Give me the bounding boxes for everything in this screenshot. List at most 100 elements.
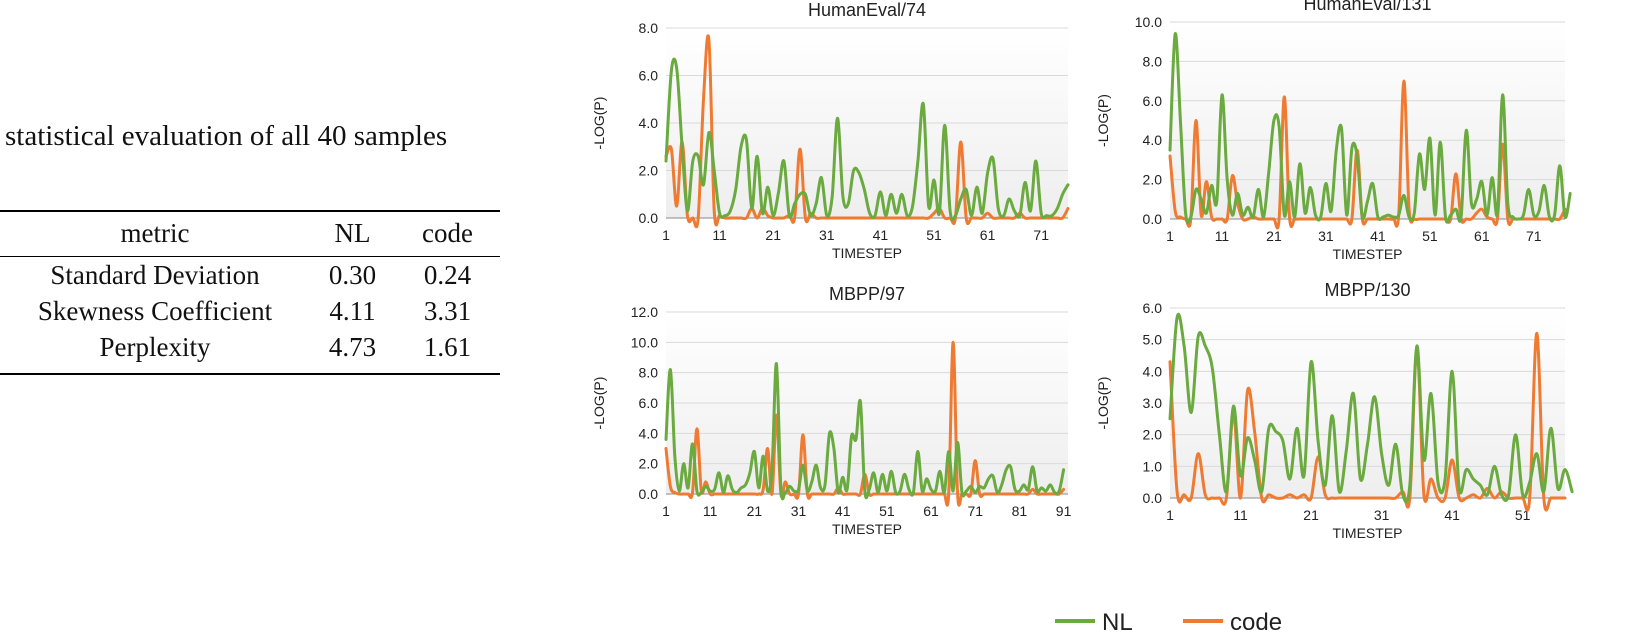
legend: NL code <box>1055 609 1282 633</box>
series-line-nl <box>1168 313 1574 504</box>
x-tick-label: 11 <box>703 503 718 519</box>
x-tick-label: 51 <box>1422 228 1438 244</box>
chart-panel: 0.02.04.06.08.01 11 21 31 41 51 61 71TIMESTEP-L… <box>591 0 1070 261</box>
x-tick-label: 31 <box>1374 507 1390 523</box>
cell-nl: 4.11 <box>329 296 376 326</box>
y-tick-label: 3.0 <box>1143 395 1163 411</box>
y-tick-label: 0.0 <box>1143 490 1163 506</box>
chart-title: MBPP/130 <box>1324 280 1410 300</box>
x-tick-label: 21 <box>1303 507 1319 523</box>
y-tick-label: 4.0 <box>639 115 659 131</box>
series-line-nl <box>664 362 1066 501</box>
x-tick-label: 51 <box>926 227 942 243</box>
cell-code: 3.31 <box>423 296 472 326</box>
y-tick-label: 4.0 <box>1143 363 1163 379</box>
x-tick-label: 71 <box>1033 227 1049 243</box>
chart-panel: 0.01.02.03.04.05.06.01 11 21 31 41 51TIMESTEP… <box>1095 280 1574 541</box>
y-tick-label: 5.0 <box>1143 332 1163 348</box>
x-tick-label: 61 <box>923 503 939 519</box>
table-header-row: metric NL code <box>0 211 500 257</box>
x-tick-label: 11 <box>1215 228 1230 244</box>
legend-code-label: code <box>1230 609 1282 633</box>
cell-metric: Standard Deviation <box>50 260 260 290</box>
x-tick-label: 21 <box>765 227 781 243</box>
y-tick-label: 2.0 <box>639 163 659 179</box>
x-tick-label: 31 <box>1318 228 1334 244</box>
x-tick-label: 11 <box>1233 507 1248 523</box>
x-tick-label: 41 <box>873 227 889 243</box>
y-tick-label: 0.0 <box>639 486 659 502</box>
y-tick-label: 8.0 <box>639 20 659 36</box>
y-tick-label: 8.0 <box>639 365 659 381</box>
table-row: Skewness Coefficient 4.11 3.31 <box>0 293 500 329</box>
x-axis-label: TIMESTEP <box>832 245 902 261</box>
y-tick-label: 2.0 <box>639 456 659 472</box>
chart-panel: 0.02.04.06.08.010.012.01 11 21 31 41 51 61 71 81… <box>591 284 1072 537</box>
y-tick-label: 4.0 <box>639 425 659 441</box>
table-caption: statistical evaluation of all 40 samples <box>5 120 448 152</box>
series-line-code <box>664 340 1066 507</box>
x-tick-label: 1 <box>1166 507 1174 523</box>
y-tick-label: 0.0 <box>639 210 659 226</box>
x-tick-label: 31 <box>819 227 835 243</box>
stats-table: metric NL code Standard Deviation 0.30 0… <box>0 210 500 375</box>
x-tick-label: 41 <box>835 503 851 519</box>
cell-nl: 4.73 <box>328 332 377 362</box>
table-row: Standard Deviation 0.30 0.24 <box>0 257 500 294</box>
chart-title: HumanEval/131 <box>1303 0 1431 14</box>
x-tick-label: 91 <box>1056 503 1072 519</box>
legend-nl-label: NL <box>1102 609 1133 633</box>
x-tick-label: 21 <box>747 503 763 519</box>
y-tick-label: 10.0 <box>1135 14 1162 30</box>
cell-metric: Perplexity <box>99 332 211 362</box>
chart-panel: 0.02.04.06.08.010.01 11 21 31 41 51 61 71TIMEST… <box>1095 0 1572 262</box>
x-tick-label: 61 <box>1474 228 1490 244</box>
x-tick-label: 1 <box>662 503 670 519</box>
x-axis-label: TIMESTEP <box>1332 246 1402 262</box>
y-tick-label: 0.0 <box>1143 211 1163 227</box>
x-tick-label: 1 <box>662 227 670 243</box>
x-tick-label: 31 <box>791 503 807 519</box>
x-tick-label: 81 <box>1012 503 1028 519</box>
series-line-code <box>664 34 1070 229</box>
y-axis-label: -LOG(P) <box>591 377 607 430</box>
chart-title: HumanEval/74 <box>808 0 926 20</box>
x-tick-label: 71 <box>967 503 983 519</box>
y-tick-label: 6.0 <box>639 395 659 411</box>
cell-code: 1.61 <box>423 332 472 362</box>
cell-code: 0.24 <box>423 260 472 290</box>
y-tick-label: 10.0 <box>631 334 658 350</box>
y-tick-label: 4.0 <box>1143 132 1163 148</box>
header-metric: metric <box>120 218 190 248</box>
x-tick-label: 41 <box>1444 507 1460 523</box>
y-tick-label: 6.0 <box>1143 300 1163 316</box>
y-tick-label: 1.0 <box>1143 458 1163 474</box>
y-axis-label: -LOG(P) <box>1095 94 1111 147</box>
series-line-nl <box>664 57 1070 222</box>
y-tick-label: 12.0 <box>631 304 658 320</box>
cell-metric: Skewness Coefficient <box>37 296 273 326</box>
x-tick-label: 51 <box>879 503 895 519</box>
x-tick-label: 61 <box>980 227 996 243</box>
y-axis-label: -LOG(P) <box>1095 377 1111 430</box>
table-row: Perplexity 4.73 1.61 <box>0 329 500 374</box>
x-axis-label: TIMESTEP <box>1332 525 1402 541</box>
header-code: code <box>422 218 473 248</box>
y-tick-label: 8.0 <box>1143 53 1163 69</box>
x-tick-label: 41 <box>1370 228 1386 244</box>
x-tick-label: 11 <box>712 227 727 243</box>
x-tick-label: 1 <box>1166 228 1174 244</box>
chart-title: MBPP/97 <box>829 284 905 304</box>
cell-nl: 0.30 <box>328 260 377 290</box>
x-tick-label: 71 <box>1526 228 1542 244</box>
y-tick-label: 2.0 <box>1143 172 1163 188</box>
y-tick-label: 2.0 <box>1143 427 1163 443</box>
y-axis-label: -LOG(P) <box>591 97 607 150</box>
series-line-nl <box>1168 32 1572 225</box>
y-tick-label: 6.0 <box>1143 93 1163 109</box>
x-tick-label: 21 <box>1266 228 1282 244</box>
x-axis-label: TIMESTEP <box>832 521 902 537</box>
header-nl: NL <box>334 218 371 248</box>
y-tick-label: 6.0 <box>639 68 659 84</box>
